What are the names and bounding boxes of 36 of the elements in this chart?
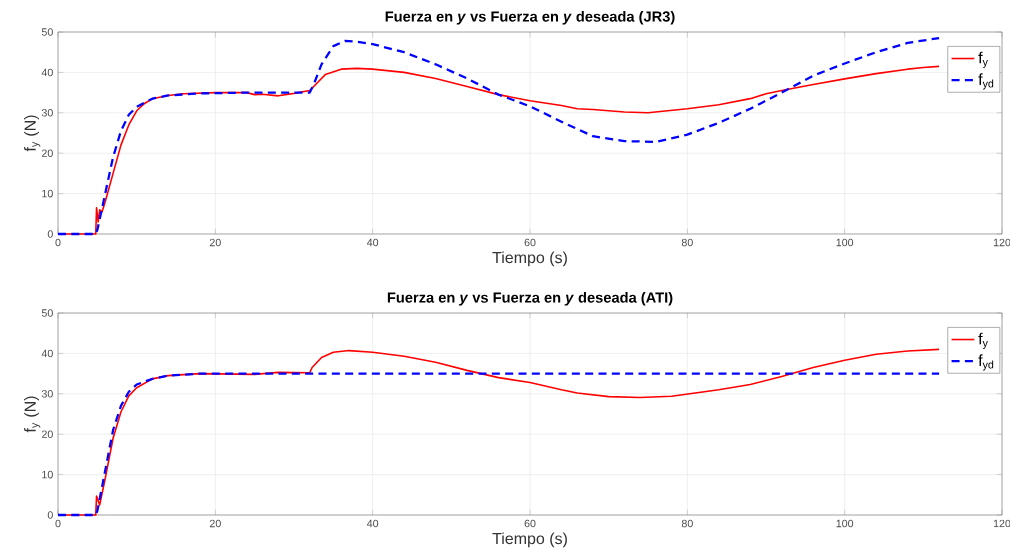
x-axis-title: Tiempo (s) [492, 532, 567, 548]
x-tick-label: 80 [681, 519, 693, 528]
y-tick-label: 50 [41, 309, 53, 317]
y-tick-label: 40 [41, 68, 53, 77]
y-tick-label: 30 [41, 390, 53, 398]
x-tick-label: 60 [524, 238, 536, 247]
x-tick-label: 120 [993, 238, 1010, 247]
legend-label: f$_{yd}$ [978, 73, 994, 90]
x-tick-label: 0 [55, 238, 61, 247]
y-tick-label: 20 [41, 430, 53, 438]
x-axis-title: Tiempo (s) [492, 251, 567, 267]
chart-title: Fuerza en y vs Fuerza en y deseada (ATI) [387, 291, 673, 306]
x-tick-label: 60 [524, 519, 536, 528]
chart-title: Fuerza en y vs Fuerza en y deseada (JR3) [385, 10, 675, 25]
x-tick-label: 40 [366, 238, 379, 247]
y-axis-title: f$_{y}$ (N) [24, 115, 41, 152]
x-tick-label: 100 [836, 238, 854, 247]
y-tick-label: 0 [47, 511, 53, 519]
legend-label: f$_{y}$ [978, 332, 988, 349]
x-tick-label: 120 [993, 519, 1010, 528]
y-tick-label: 0 [47, 230, 53, 238]
x-tick-label: 100 [836, 519, 854, 528]
y-tick-label: 30 [41, 109, 53, 117]
legend-label: f$_{y}$ [978, 51, 988, 68]
y-axis-title: f$_{y}$ (N) [24, 396, 41, 433]
legend-label: f$_{yd}$ [978, 354, 994, 371]
x-tick-label: 0 [55, 519, 61, 528]
x-tick-label: 40 [366, 519, 379, 528]
x-tick-label: 20 [209, 519, 221, 528]
y-tick-label: 50 [41, 28, 53, 36]
y-tick-label: 10 [42, 189, 53, 198]
y-tick-label: 10 [42, 470, 53, 479]
y-tick-label: 40 [41, 349, 53, 358]
y-tick-label: 20 [41, 149, 53, 157]
x-tick-label: 20 [209, 238, 221, 247]
x-tick-label: 80 [681, 238, 693, 247]
